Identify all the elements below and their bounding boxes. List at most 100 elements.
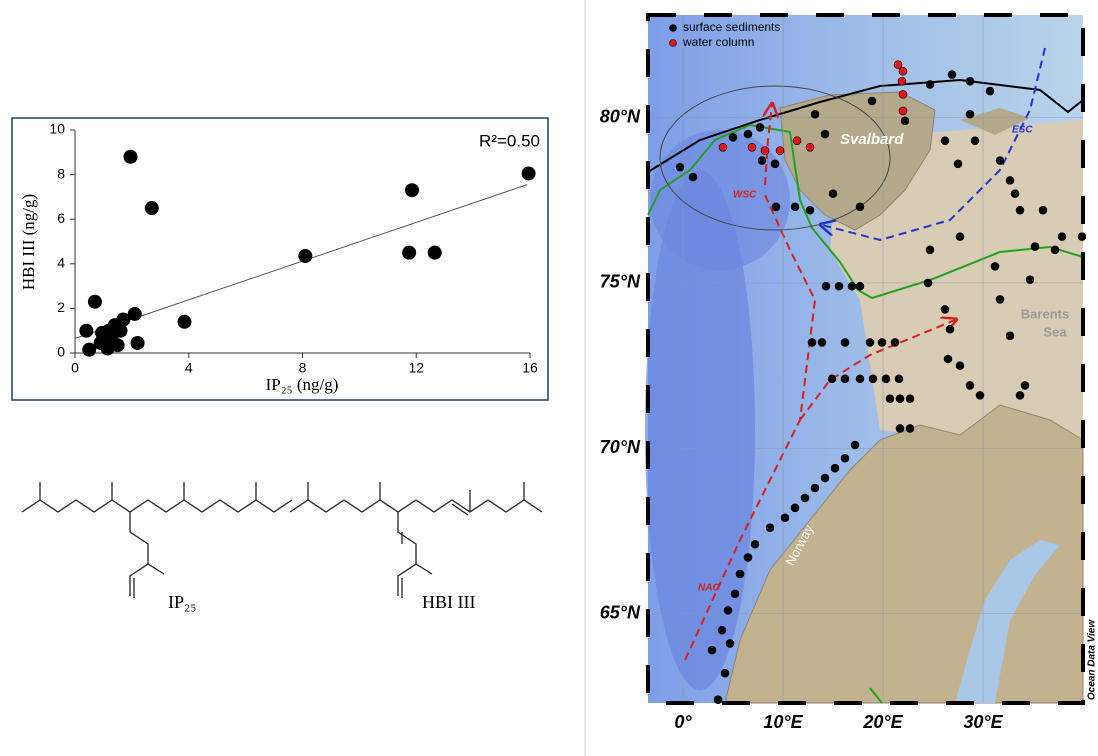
map-point: [760, 146, 770, 155]
map-point: [990, 262, 1000, 271]
y-tick-label: 4: [57, 255, 65, 271]
map-point: [905, 424, 915, 433]
map-label: Barents: [1021, 306, 1069, 321]
map-point: [840, 374, 850, 384]
map-point: [800, 493, 810, 503]
map-point: [881, 374, 891, 384]
map-point: [1010, 189, 1020, 198]
map-point: [1015, 391, 1025, 400]
map-point: [805, 143, 815, 152]
map-point: [965, 381, 975, 390]
map-point: [757, 156, 767, 165]
map-point: [820, 129, 830, 139]
map-points: [675, 60, 1087, 704]
map-point: [890, 338, 900, 347]
map-point: [1050, 245, 1060, 255]
map-label: WSC: [733, 190, 757, 201]
map-point: [771, 202, 781, 212]
map-point: [688, 172, 698, 182]
y-tick-label: 2: [57, 299, 65, 315]
map-point: [940, 136, 950, 145]
point: [110, 338, 125, 353]
y-tick-label: 75°N: [600, 272, 641, 292]
y-tick-label: 10: [49, 121, 65, 137]
map-point: [1038, 205, 1048, 215]
map-point: [707, 645, 717, 655]
point: [95, 325, 110, 340]
x-tick-label: 0: [71, 360, 79, 376]
map-point: [840, 338, 850, 347]
map-point: [923, 278, 933, 288]
map-point: [1077, 232, 1087, 241]
x-tick-label: 30°E: [963, 712, 1003, 732]
map-point: [898, 106, 908, 116]
point: [116, 312, 131, 327]
map-point: [885, 394, 895, 403]
map-point: [995, 156, 1005, 165]
map-label: Sea: [1043, 324, 1067, 339]
point: [402, 245, 417, 260]
map-point: [850, 440, 860, 450]
map-background: [645, 15, 1084, 704]
map-point: [894, 374, 904, 384]
point: [87, 294, 102, 309]
map-point: [805, 205, 815, 215]
map-point: [728, 133, 738, 142]
map-point: [955, 232, 965, 241]
map-point: [905, 394, 915, 403]
legend-marker: [669, 39, 677, 47]
map-point: [780, 513, 790, 523]
map-point: [675, 162, 685, 172]
map-point: [868, 374, 878, 384]
point: [79, 323, 94, 338]
map-point: [925, 245, 935, 255]
x-axis-label: IP₂₅ (ng/g): [266, 375, 339, 394]
map-point: [817, 338, 827, 347]
map-point: [847, 281, 857, 291]
y-tick-label: 70°N: [600, 437, 641, 457]
map-point: [723, 606, 733, 615]
map-point: [953, 159, 963, 169]
map-point: [840, 453, 850, 463]
x-tick-label: 4: [185, 360, 193, 376]
legend-label: water column: [682, 35, 754, 49]
point: [521, 166, 536, 181]
map-point: [1025, 275, 1035, 284]
map-point: [1057, 232, 1067, 241]
map-point: [830, 463, 840, 473]
point: [123, 149, 138, 164]
map-point: [855, 281, 865, 291]
map-point: [743, 553, 753, 562]
map-point: [955, 361, 965, 370]
map-point: [1005, 331, 1015, 341]
map-point: [792, 136, 802, 145]
trendline: [74, 184, 528, 339]
x-tick-label: 10°E: [763, 712, 803, 732]
map-label: ESC: [1012, 125, 1033, 136]
map-point: [975, 391, 985, 400]
point: [130, 335, 145, 350]
map-point: [810, 483, 820, 493]
map-point: [720, 668, 730, 678]
y-axis-label: HBI III (ng/g): [19, 194, 38, 290]
legend-label: surface sediments: [683, 20, 780, 34]
map-point: [790, 202, 800, 212]
point: [404, 183, 419, 198]
map-point: [1020, 381, 1030, 390]
map-point: [1005, 176, 1015, 185]
structure-label: IP₂₅: [168, 592, 197, 612]
y-tick-label: 80°N: [600, 106, 641, 126]
map-point: [965, 109, 975, 119]
y-tick-label: 65°N: [600, 602, 641, 622]
point: [113, 323, 128, 338]
point: [144, 201, 159, 216]
y-tick-label: 8: [57, 165, 65, 181]
map-point: [821, 281, 831, 291]
map-point: [755, 123, 765, 132]
map-point: [940, 305, 950, 314]
point: [127, 306, 142, 321]
ip25-structure: [21, 482, 293, 598]
map-point: [897, 76, 907, 86]
x-tick-label: 12: [408, 360, 424, 376]
